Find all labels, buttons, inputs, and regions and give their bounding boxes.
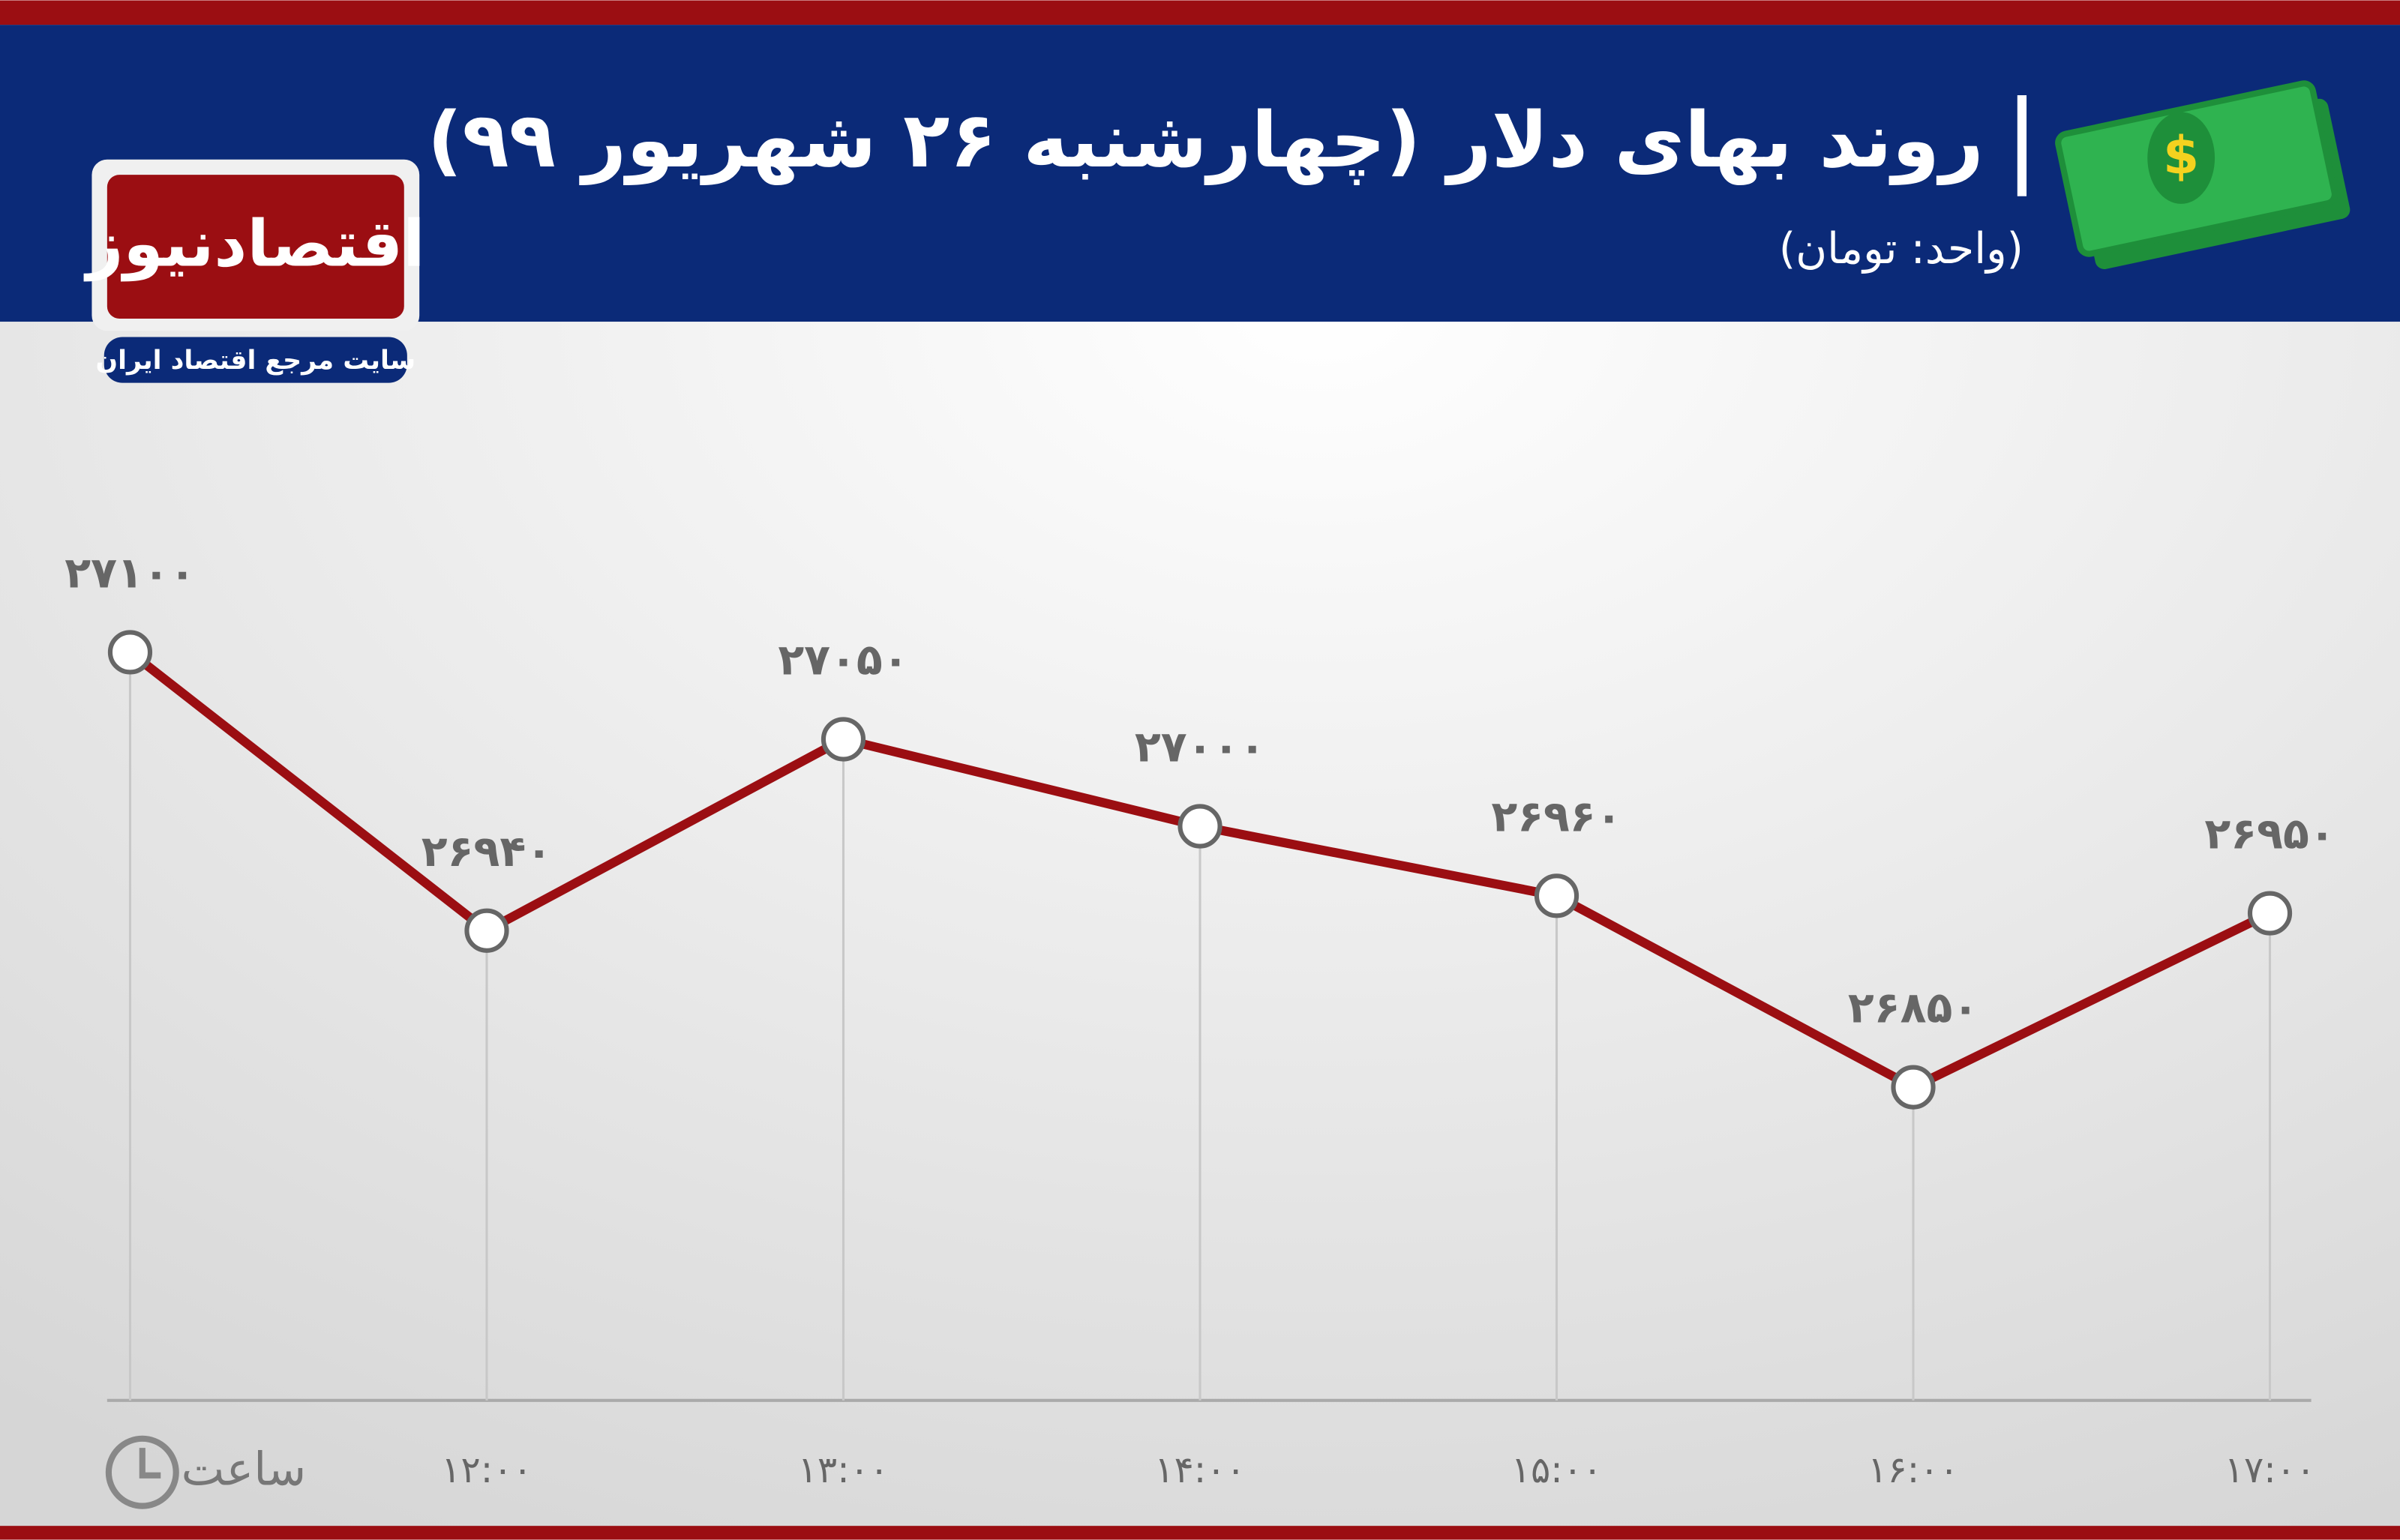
title-separator xyxy=(2017,95,2027,196)
bottom-stripe xyxy=(0,1526,2400,1540)
x-tick-label: ۱۷:۰۰ xyxy=(2224,1449,2316,1491)
data-point xyxy=(1891,1065,1936,1110)
logo: اقتصادنیوز سایت مرجع اقتصاد ایران xyxy=(83,159,424,383)
data-point xyxy=(107,630,153,675)
chart-subtitle: (واحد: تومان) xyxy=(1779,224,2024,274)
value-label: ۲۷۰۰۰ xyxy=(1135,723,1265,772)
value-label: ۲۶۹۴۰ xyxy=(422,827,552,876)
x-tick-label: ۱۶:۰۰ xyxy=(1868,1449,1959,1491)
value-label: ۲۶۸۵۰ xyxy=(1848,984,1978,1033)
svg-text:$: $ xyxy=(2163,127,2199,187)
logo-name: اقتصادنیوز xyxy=(83,207,424,282)
x-tick-label: ۱۳:۰۰ xyxy=(798,1449,890,1491)
data-point xyxy=(1178,804,1222,849)
x-tick-label: ۱۴:۰۰ xyxy=(1154,1449,1246,1491)
data-point xyxy=(464,908,509,953)
x-tick-label: ۱۲:۰۰ xyxy=(441,1449,532,1491)
data-point xyxy=(1534,873,1580,918)
top-stripe xyxy=(0,0,2400,25)
value-label: ۲۶۹۵۰ xyxy=(2204,810,2335,859)
clock-icon xyxy=(105,1435,179,1509)
data-point xyxy=(820,717,866,762)
logo-tagline: سایت مرجع اقتصاد ایران xyxy=(96,346,416,376)
value-label: ۲۶۹۶۰ xyxy=(1491,792,1622,841)
data-point xyxy=(2247,891,2293,936)
x-axis-label: ساعت xyxy=(182,1443,307,1496)
value-label: ۲۷۰۵۰ xyxy=(778,636,908,685)
chart-title: روند بهای دلار (چهارشنبه ۲۶ شهریور ۹۹) xyxy=(428,96,1984,185)
money-icon: $ xyxy=(2055,80,2350,270)
value-label: ۲۷۱۰۰ xyxy=(64,549,195,598)
x-tick-label: ۱۵:۰۰ xyxy=(1511,1449,1603,1491)
